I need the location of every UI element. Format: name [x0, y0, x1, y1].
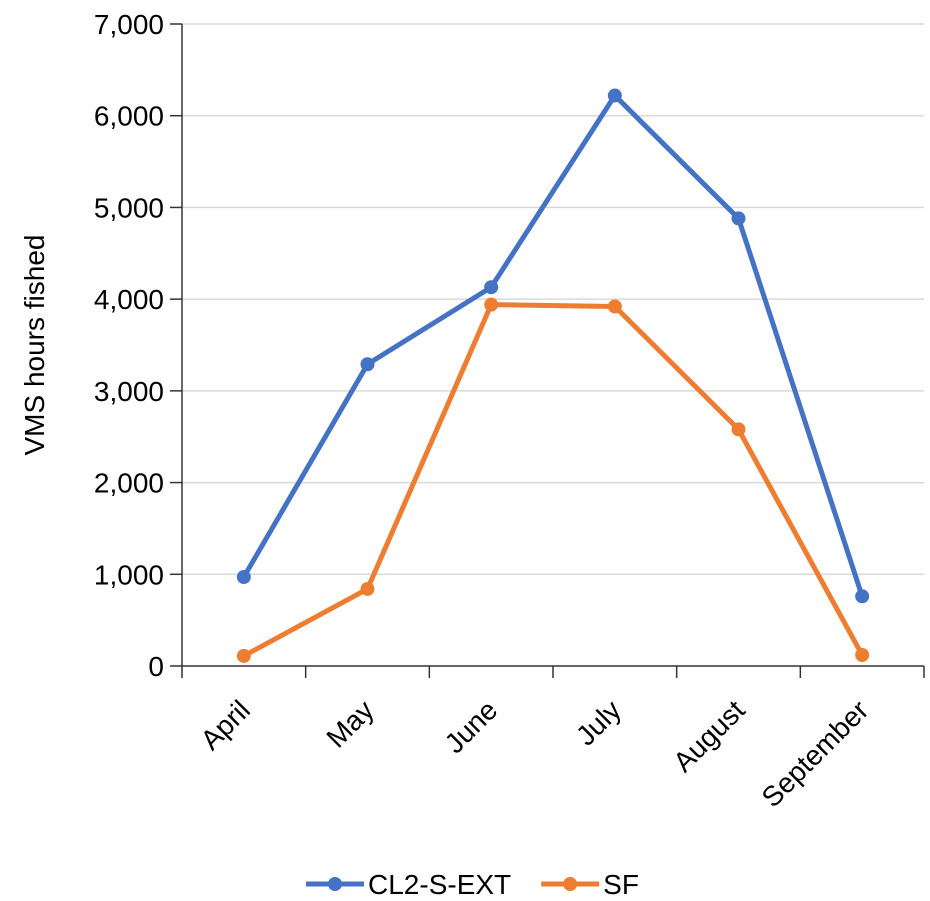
data-point-sf-september [855, 647, 870, 662]
legend-item-cl2-s-ext: CL2-S-EXT [306, 869, 511, 900]
y-tick-label-7000: 7,000 [94, 9, 164, 40]
series-line-sf [241, 302, 865, 659]
data-point-cl2-s-ext-august [731, 211, 746, 226]
y-tick-label-4000: 4,000 [94, 284, 164, 315]
legend-swatch-marker-sf [563, 877, 578, 891]
data-point-cl2-s-ext-april [236, 570, 251, 585]
gridlines [182, 23, 924, 576]
data-point-sf-july [607, 299, 622, 314]
x-tick-label-june: June [439, 694, 504, 759]
x-tick-label-july: July [570, 694, 627, 751]
legend: CL2-S-EXT SF [306, 869, 639, 900]
data-point-sf-june [484, 297, 499, 312]
series-layer [236, 88, 870, 663]
series-cl2-s-ext [236, 88, 870, 604]
data-point-cl2-s-ext-september [855, 589, 870, 604]
x-axis-ticks: April May June July August September [181, 666, 925, 813]
y-tick-label-1000: 1,000 [94, 559, 164, 590]
legend-item-sf: SF [541, 869, 639, 900]
x-tick-label-may: May [320, 694, 379, 753]
x-tick-label-april: April [195, 694, 257, 756]
legend-swatch-marker-cl2-s-ext [328, 877, 342, 891]
y-tick-label-0: 0 [148, 651, 164, 682]
data-point-sf-august [731, 422, 746, 437]
data-point-sf-april [236, 648, 251, 663]
x-tick-label-august: August [667, 694, 751, 778]
data-point-cl2-s-ext-june [484, 280, 499, 295]
data-point-cl2-s-ext-may [360, 357, 375, 372]
y-tick-label-6000: 6,000 [94, 101, 164, 132]
legend-label-sf: SF [603, 869, 639, 900]
y-axis-title: VMS hours fished [19, 235, 50, 456]
y-tick-label-2000: 2,000 [94, 468, 164, 499]
x-tick-label-september: September [756, 694, 875, 813]
data-point-cl2-s-ext-july [607, 88, 622, 103]
series-line-cl2-s-ext [241, 93, 865, 599]
series-sf [236, 297, 870, 663]
data-point-sf-may [360, 581, 375, 596]
y-axis-ticks: 0 1,000 2,000 3,000 4,000 5,000 6,000 7,000 [94, 9, 182, 682]
legend-label-cl2-s-ext: CL2-S-EXT [368, 869, 511, 900]
y-tick-label-5000: 5,000 [94, 192, 164, 223]
y-tick-label-3000: 3,000 [94, 376, 164, 407]
